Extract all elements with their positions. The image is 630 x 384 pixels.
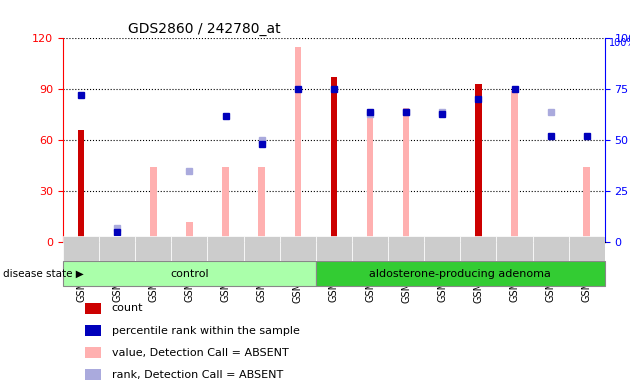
FancyBboxPatch shape bbox=[352, 236, 388, 261]
FancyBboxPatch shape bbox=[99, 236, 135, 261]
Bar bbox=[475, 84, 481, 242]
FancyBboxPatch shape bbox=[207, 236, 244, 261]
Bar bbox=[84, 369, 101, 380]
FancyBboxPatch shape bbox=[532, 236, 569, 261]
FancyBboxPatch shape bbox=[496, 236, 532, 261]
FancyBboxPatch shape bbox=[569, 236, 605, 261]
Bar bbox=[150, 167, 156, 242]
Text: value, Detection Call = ABSENT: value, Detection Call = ABSENT bbox=[112, 348, 289, 358]
Bar bbox=[583, 167, 590, 242]
FancyBboxPatch shape bbox=[244, 236, 280, 261]
FancyBboxPatch shape bbox=[171, 236, 207, 261]
FancyBboxPatch shape bbox=[135, 236, 171, 261]
Text: 100%: 100% bbox=[609, 38, 630, 48]
Bar bbox=[84, 303, 101, 314]
Text: GDS2860 / 242780_at: GDS2860 / 242780_at bbox=[128, 22, 280, 36]
Text: rank, Detection Call = ABSENT: rank, Detection Call = ABSENT bbox=[112, 370, 283, 380]
Bar bbox=[186, 222, 193, 242]
Text: disease state ▶: disease state ▶ bbox=[3, 268, 84, 279]
Bar bbox=[367, 110, 373, 242]
Bar bbox=[512, 91, 518, 242]
Text: count: count bbox=[112, 303, 143, 313]
FancyBboxPatch shape bbox=[63, 261, 316, 286]
Text: control: control bbox=[170, 268, 209, 279]
FancyBboxPatch shape bbox=[388, 236, 424, 261]
Bar bbox=[78, 130, 84, 242]
Bar bbox=[295, 47, 301, 242]
Bar bbox=[84, 325, 101, 336]
Bar bbox=[403, 108, 410, 242]
FancyBboxPatch shape bbox=[461, 236, 496, 261]
Bar bbox=[258, 167, 265, 242]
Bar bbox=[331, 78, 337, 242]
Text: percentile rank within the sample: percentile rank within the sample bbox=[112, 326, 300, 336]
Text: aldosterone-producing adenoma: aldosterone-producing adenoma bbox=[369, 268, 551, 279]
FancyBboxPatch shape bbox=[316, 236, 352, 261]
Bar bbox=[84, 347, 101, 358]
Bar bbox=[222, 167, 229, 242]
FancyBboxPatch shape bbox=[63, 236, 99, 261]
FancyBboxPatch shape bbox=[424, 236, 461, 261]
FancyBboxPatch shape bbox=[280, 236, 316, 261]
FancyBboxPatch shape bbox=[316, 261, 605, 286]
